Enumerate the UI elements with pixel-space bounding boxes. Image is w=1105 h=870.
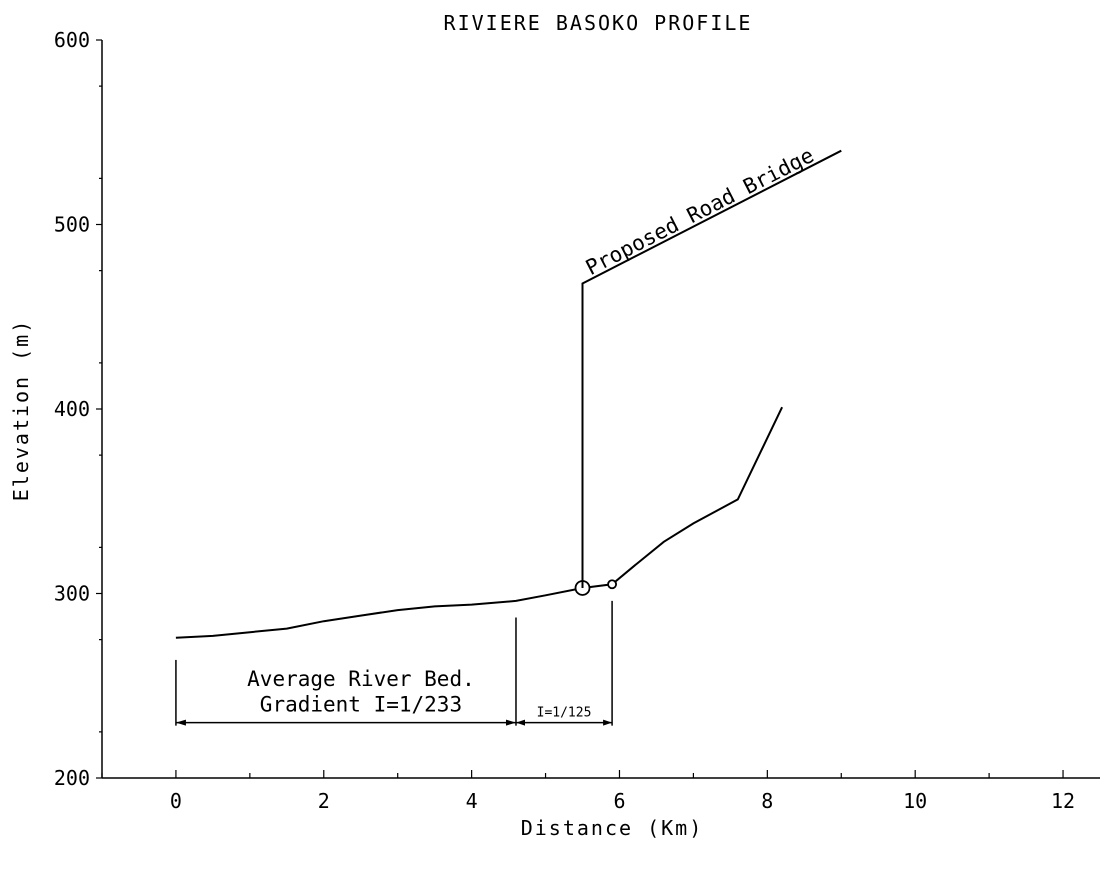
y-tick-label: 600 — [54, 28, 90, 52]
y-axis-label: Elevation (m) — [9, 319, 33, 502]
bridge-label: Proposed Road Bridge — [582, 143, 818, 280]
y-ticks: 200 300 400 500 600 — [54, 28, 102, 790]
x-tick-label: 6 — [613, 789, 625, 813]
x-tick-label: 12 — [1051, 789, 1075, 813]
dimension-arrow — [175, 719, 186, 726]
dimension-arrow — [505, 719, 516, 726]
gradient2-label: I=1/125 — [537, 706, 592, 721]
x-tick-label: 8 — [761, 789, 773, 813]
x-ticks: 0 2 4 6 8 10 12 — [101, 770, 1075, 813]
y-tick-label: 400 — [54, 397, 90, 421]
gradient-label-line2: Gradient I=1/233 — [260, 693, 462, 717]
y-tick-label: 200 — [54, 766, 90, 790]
chart-title: RIVIERE BASOKO PROFILE — [444, 11, 753, 35]
dimension-arrow — [603, 719, 613, 726]
x-axis-label: Distance (Km) — [521, 816, 704, 840]
series-group — [175, 406, 784, 639]
bridge-leader-line — [581, 149, 842, 588]
y-tick-label: 300 — [54, 582, 90, 606]
x-tick-label: 10 — [903, 789, 927, 813]
gradient-label-line1: Average River Bed. — [247, 667, 475, 691]
river-bed-profile-line — [175, 406, 784, 639]
dimension-arrow — [516, 719, 525, 726]
annotations-group: Proposed Road Bridge Average River Bed.Gr… — [175, 143, 842, 726]
x-tick-label: 2 — [318, 789, 330, 813]
profile-point-marker — [607, 579, 617, 590]
y-tick-label: 500 — [54, 213, 90, 237]
x-tick-label: 0 — [170, 789, 182, 813]
x-tick-label: 4 — [466, 789, 478, 813]
